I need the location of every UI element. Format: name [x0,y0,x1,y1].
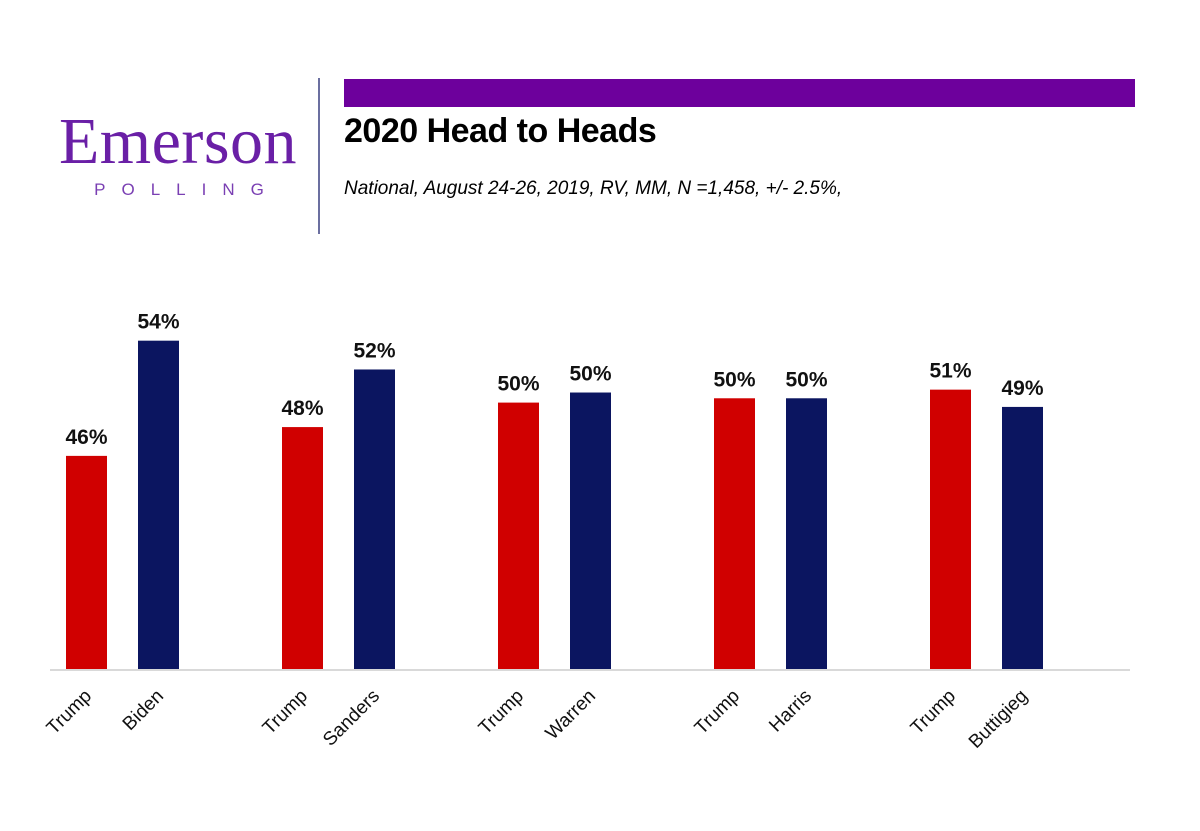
bar-biden [138,340,179,669]
logo-wordmark: Emerson [58,105,298,178]
data-label: 46% [65,426,107,449]
data-label: 52% [353,339,395,362]
matchup-group: 50% Trump 50% Harris [691,368,828,739]
bar-sanders [354,369,395,669]
data-label: 50% [497,373,539,396]
data-label: 49% [1001,377,1043,400]
data-label: 50% [785,368,827,391]
category-label: Harris [765,686,816,737]
matchup-group: 46% Trump 54% Biden [43,311,180,739]
data-label: 50% [713,368,755,391]
logo-subtitle: POLLING [94,180,280,199]
bar-trump-vs-harris [714,398,755,669]
category-label: Warren [542,686,600,744]
matchup-group: 51% Trump 49% Buttigieg [907,360,1044,753]
data-label: 48% [281,397,323,420]
chart-subtitle: National, August 24-26, 2019, RV, MM, N … [344,178,843,199]
bar-harris [786,398,827,669]
category-label: Trump [43,686,96,739]
bar-warren [570,392,611,669]
category-label: Trump [259,686,312,739]
data-label: 54% [137,311,179,334]
category-label: Trump [907,686,960,739]
bar-trump-vs-biden [66,455,107,669]
bar-trump-vs-sanders [282,427,323,669]
data-label: 51% [929,360,971,383]
matchup-group: 50% Trump 50% Warren [475,363,612,745]
matchup-group: 48% Trump 52% Sanders [259,339,396,750]
category-label: Buttigieg [965,686,1032,753]
emerson-polling-logo: Emerson POLLING [48,106,308,200]
category-label: Sanders [319,686,384,751]
header-divider [318,78,320,234]
bar-buttigieg [1002,406,1043,669]
data-label: 50% [569,363,611,386]
bar-trump-vs-buttigieg [930,389,971,669]
chart-title: 2020 Head to Heads [344,112,657,150]
category-label: Biden [119,686,168,735]
category-label: Trump [475,686,528,739]
bar-trump-vs-warren [498,402,539,669]
category-label: Trump [691,686,744,739]
accent-bar [344,79,1135,107]
